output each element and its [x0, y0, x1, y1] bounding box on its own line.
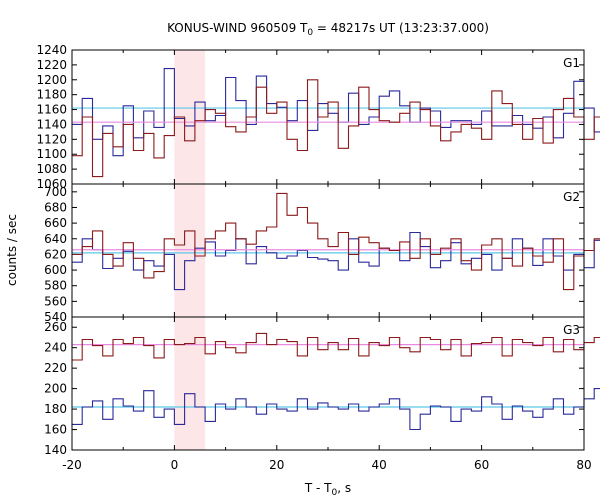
- series-red-histogram: [72, 332, 600, 361]
- y-tick-label: 160: [44, 423, 67, 437]
- y-tick-label: 1060: [36, 177, 67, 191]
- y-tick-label: 1180: [36, 88, 67, 102]
- y-tick-label: 260: [44, 320, 67, 334]
- chart-title-subscript: 0: [307, 28, 313, 38]
- y-tick-label: 1080: [36, 162, 67, 176]
- y-axis-label: counts / sec: [5, 214, 19, 286]
- chart-title: KONUS-WIND 960509 T0 = 48217s UT (13:23:…: [167, 21, 489, 38]
- series-blue-histogram: [72, 231, 600, 291]
- highlight-interval: [174, 317, 206, 450]
- y-tick-label: 200: [44, 382, 67, 396]
- panel-g3: 140 160 180 200 220 240 260 G3 -20 0 20 40 60 80: [44, 316, 600, 472]
- y-tick-label: 180: [44, 402, 67, 416]
- series-blue-histogram: [72, 68, 600, 157]
- y-tick-label: 220: [44, 361, 67, 375]
- panel-label: G3: [563, 323, 580, 337]
- x-tick-label: 80: [576, 458, 591, 472]
- x-tick-label: 60: [474, 458, 489, 472]
- y-tick-label: 700: [44, 185, 67, 199]
- y-tick-label: 540: [44, 310, 67, 324]
- panel-frame: [71, 183, 585, 318]
- y-tick-label: 1100: [36, 147, 67, 161]
- y-tick-label: 560: [44, 294, 67, 308]
- y-tick-label: 240: [44, 341, 67, 355]
- x-axis-label-rest: , s: [337, 481, 351, 495]
- x-tick-label: 20: [269, 458, 284, 472]
- series-red-histogram: [72, 79, 600, 178]
- chart-title-main: KONUS-WIND 960509 T: [167, 21, 308, 35]
- x-tick-label: 0: [171, 458, 179, 472]
- y-tick-label: 1120: [36, 132, 67, 146]
- y-tick-label: 1240: [36, 43, 67, 57]
- x-tick-label: -20: [62, 458, 82, 472]
- series-blue-histogram: [72, 388, 600, 431]
- panel-label: G1: [563, 56, 580, 70]
- panel-label: G2: [563, 190, 580, 204]
- panel-g1: 1060108011001120114011601180120012201240…: [36, 43, 600, 191]
- x-axis-label-subscript: 0: [332, 488, 338, 498]
- y-tick-label: 660: [44, 216, 67, 230]
- y-tick-label: 1200: [36, 73, 67, 87]
- y-tick-label: 620: [44, 247, 67, 261]
- y-tick-label: 140: [44, 443, 67, 457]
- highlight-interval: [174, 184, 206, 317]
- plot-root: 1060108011001120114011601180120012201240…: [36, 43, 600, 472]
- y-tick-label: 1140: [36, 117, 67, 131]
- x-tick-label: 40: [372, 458, 387, 472]
- x-axis-label: T - T0, s: [304, 481, 351, 498]
- y-tick-label: 600: [44, 263, 67, 277]
- y-tick-label: 580: [44, 279, 67, 293]
- x-axis-label-main: T - T: [304, 481, 332, 495]
- y-tick-label: 680: [44, 200, 67, 214]
- panel-frame: [71, 316, 585, 451]
- y-tick-label: 1160: [36, 103, 67, 117]
- chart-title-rest: = 48217s UT (13:23:37.000): [313, 21, 489, 35]
- y-tick-label: 640: [44, 232, 67, 246]
- y-tick-label: 1220: [36, 58, 67, 72]
- series-red-histogram: [72, 192, 600, 291]
